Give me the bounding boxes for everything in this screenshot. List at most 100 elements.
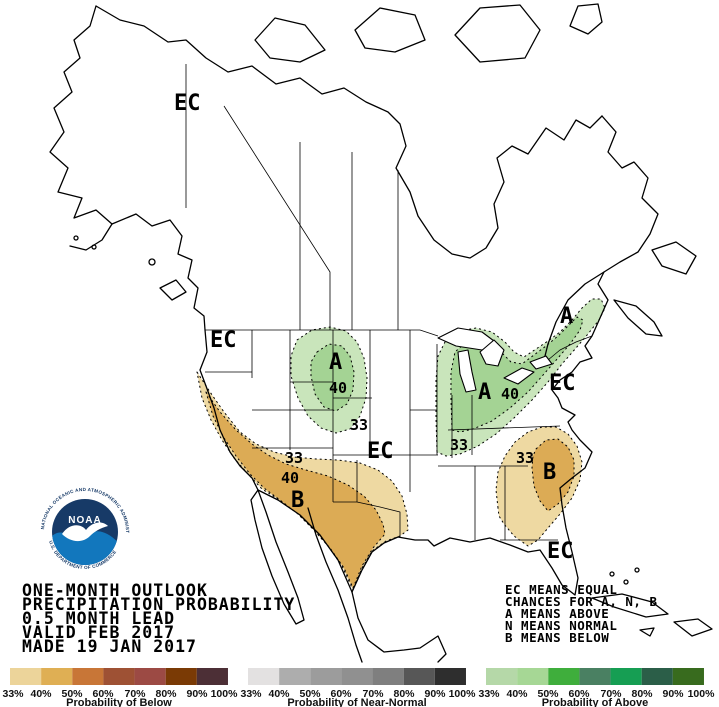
texas-red-river	[356, 501, 401, 537]
newfoundland	[651, 241, 697, 275]
region-plains-above-40	[310, 343, 355, 412]
lake-huron	[479, 339, 505, 367]
legend-line-1: EC MEANS EQUAL	[505, 582, 617, 597]
colorbar-segment	[672, 668, 704, 685]
region-southwest-below-40	[205, 391, 386, 589]
map-label-a-lakes: A	[478, 380, 491, 405]
title-line-4: VALID FEB 2017	[22, 623, 175, 642]
mexico-gulf-coast	[351, 591, 447, 663]
colorbar-segment	[196, 668, 228, 685]
lake-erie	[503, 367, 535, 385]
tick-label: 33%	[478, 688, 500, 700]
colorbar-segment	[610, 668, 642, 685]
tick-label: 50%	[61, 688, 83, 700]
title-line-3: 0.5 MONTH LEAD	[22, 609, 175, 628]
colorbar-segment	[165, 668, 197, 685]
tick-label: 33%	[2, 688, 24, 700]
tick-label: 40%	[30, 688, 52, 700]
colorbar-segment	[486, 668, 518, 685]
bahamas-2	[623, 579, 629, 585]
state-line-h10	[447, 425, 561, 431]
us-mexico-border	[257, 489, 353, 593]
colorbar-segment	[579, 668, 611, 685]
colorbar-segment	[341, 668, 373, 685]
map-label-ec-alaska: EC	[174, 91, 201, 116]
haida-gwaii	[148, 258, 156, 266]
colorbar-segment	[10, 668, 42, 685]
jamaica	[639, 627, 655, 637]
bahamas-1	[609, 571, 615, 577]
tick-label: 70%	[362, 688, 384, 700]
map-label-40-plains: 40	[329, 379, 347, 397]
map-label-b-southwest: B	[291, 488, 304, 513]
aleutian-1	[73, 235, 79, 241]
title-block: ONE-MONTH OUTLOOK PRECIPITATION PROBABIL…	[22, 581, 295, 656]
arctic-island-1	[254, 17, 326, 63]
colorbar-segment	[548, 668, 580, 685]
colorbar-segment	[103, 668, 135, 685]
border-east	[547, 335, 593, 361]
colorbar-caption-near-normal: Probability of Near-Normal	[287, 697, 426, 707]
map-label-33-lakes: 33	[450, 436, 468, 454]
colorbar-segment	[310, 668, 342, 685]
colorbar-segment	[372, 668, 404, 685]
st-lawrence-river	[543, 271, 605, 361]
svg-text:NATIONAL OCEANIC AND ATMOSPHER: NATIONAL OCEANIC AND ATMOSPHERIC ADMINIS…	[0, 0, 130, 533]
map-label-33-southeast: 33	[516, 449, 534, 467]
map-labels: EC EC A 40 33 EC 33 40 B A 40 33 A EC 33…	[174, 91, 576, 564]
map-label-a-northeast: A	[560, 304, 573, 329]
logo-word: NOAA	[68, 515, 101, 526]
vancouver-island	[159, 279, 187, 301]
map-label-40-lakes: 40	[501, 385, 519, 403]
colorbar-segment	[517, 668, 549, 685]
title-line-2: PRECIPITATION PROBABILITY	[22, 595, 295, 614]
tick-label: 70%	[124, 688, 146, 700]
pacific-coast	[111, 213, 259, 491]
state-borders	[185, 64, 593, 541]
lake-michigan	[457, 349, 477, 393]
map-label-33-plains: 33	[350, 416, 368, 434]
colorbar-caption-above: Probability of Above	[542, 697, 649, 707]
tick-label: 50%	[299, 688, 321, 700]
coastlines	[49, 3, 713, 663]
colorbar-above: 33% 40% 50% 60% 70% 80% 90% 100% Probabi…	[478, 668, 715, 707]
mexico-west-coast	[307, 507, 363, 663]
tick-label: 100%	[688, 688, 716, 700]
title-line-1: ONE-MONTH OUTLOOK	[22, 581, 208, 600]
tick-label: 100%	[211, 688, 239, 700]
arctic-island-3	[454, 4, 541, 63]
alaska-west-coast	[49, 5, 113, 251]
tick-label: 50%	[537, 688, 559, 700]
tick-label: 40%	[506, 688, 528, 700]
border-to-lakes	[419, 329, 439, 337]
tick-label: 60%	[568, 688, 590, 700]
tick-label: 90%	[424, 688, 446, 700]
legend-line-2: CHANCES FOR A, N, B	[505, 594, 658, 609]
colorbar-segment	[134, 668, 166, 685]
noaa-logo: NOAA NATIONAL OCEANIC AND ATMOSPHERIC AD…	[0, 0, 132, 579]
map-label-ec-midatlantic: EC	[549, 371, 576, 396]
legend-line-5: B MEANS BELOW	[505, 630, 609, 645]
colorbar-segment	[72, 668, 104, 685]
probability-regions	[196, 298, 606, 591]
map-label-a-plains: A	[329, 350, 342, 375]
logo-arc-top-text: NATIONAL OCEANIC AND ATMOSPHERIC ADMINIS…	[0, 0, 130, 533]
tick-label: 70%	[600, 688, 622, 700]
legend-line-3: A MEANS ABOVE	[505, 606, 609, 621]
title-line-5: MADE 19 JAN 2017	[22, 637, 197, 656]
cuba	[591, 593, 669, 618]
tick-label: 60%	[92, 688, 114, 700]
great-lakes	[437, 327, 553, 393]
colorbar-caption-below: Probability of Below	[66, 697, 172, 707]
nova-scotia	[613, 299, 663, 337]
tick-label: 100%	[449, 688, 477, 700]
arctic-island-2	[354, 7, 426, 53]
map-label-ec-florida: EC	[547, 539, 574, 564]
legend-block: EC MEANS EQUAL CHANCES FOR A, N, B A MEA…	[505, 582, 658, 645]
hispaniola	[673, 618, 713, 637]
colorbar-segment	[279, 668, 311, 685]
tick-label: 90%	[186, 688, 208, 700]
aleutian-2	[91, 244, 97, 250]
